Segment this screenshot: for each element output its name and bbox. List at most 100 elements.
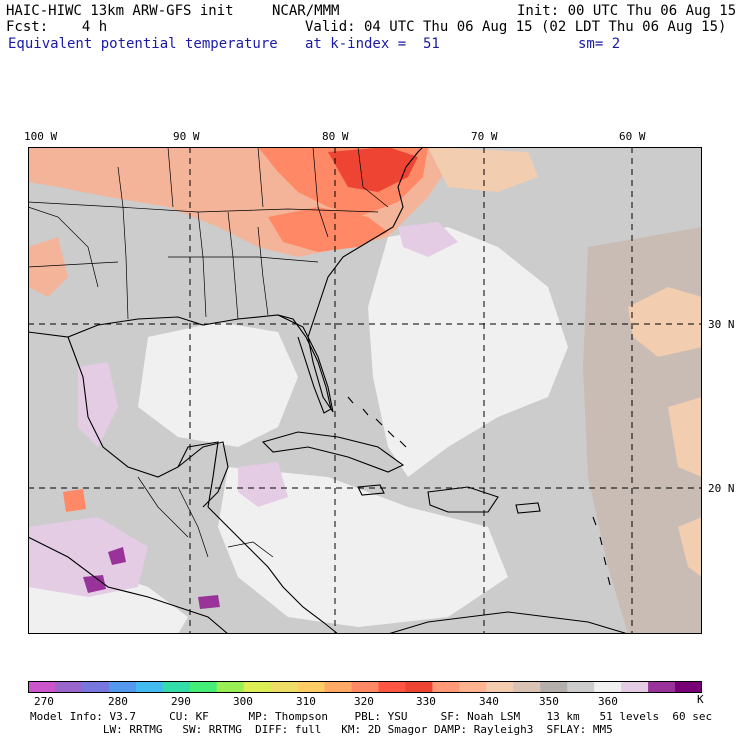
colorbar-swatch bbox=[28, 681, 56, 693]
border-9 bbox=[257, 147, 264, 208]
colorbar-swatch bbox=[108, 681, 137, 693]
colorbar-swatch bbox=[432, 681, 460, 693]
magenta-patch-pacific-1 bbox=[83, 575, 106, 593]
level-label: at k-index = 51 bbox=[305, 36, 440, 52]
colorbar-swatch bbox=[216, 681, 245, 693]
colorbar-swatch bbox=[297, 681, 326, 693]
lon-label-80w: 80 W bbox=[322, 130, 349, 143]
purple-patch-off-carolina bbox=[398, 222, 458, 257]
magenta-patch-pacific-2 bbox=[108, 547, 126, 565]
border-8 bbox=[167, 147, 174, 208]
init-time: Init: 00 UTC Thu 06 Aug 15 bbox=[517, 3, 737, 19]
light-ocean-region bbox=[368, 227, 568, 477]
lon-label-90w: 90 W bbox=[173, 130, 200, 143]
light-caribbean-region bbox=[218, 467, 508, 627]
colorbar bbox=[28, 681, 702, 693]
footer-model-info: Model Info: V3.7 CU: KF MP: Thompson PBL… bbox=[30, 710, 713, 723]
border-10 bbox=[312, 147, 329, 238]
colorbar-swatch bbox=[378, 681, 406, 693]
hot-carolinas bbox=[268, 207, 388, 252]
map-panel bbox=[28, 147, 702, 634]
florida-coast bbox=[277, 314, 332, 414]
colorbar-tick-270: 270 bbox=[34, 695, 54, 708]
border-15 bbox=[227, 541, 274, 558]
border-11 bbox=[357, 147, 389, 208]
lat-label-30n: 30 N bbox=[708, 318, 735, 331]
colorbar-swatch bbox=[621, 681, 649, 693]
colorbar-swatch bbox=[324, 681, 353, 693]
pacific-coast bbox=[28, 536, 229, 634]
jamaica-outline bbox=[357, 484, 385, 496]
purple-patch-gulf bbox=[78, 362, 118, 447]
hottest-core bbox=[328, 147, 418, 192]
footer-physics-info: LW: RRTMG SW: RRTMG DIFF: full KM: 2D Sm… bbox=[30, 723, 613, 736]
colorbar-tick-320: 320 bbox=[354, 695, 374, 708]
border-12 bbox=[28, 206, 99, 288]
magenta-patch-pacific-3 bbox=[198, 595, 220, 609]
south-america-coast bbox=[387, 611, 629, 634]
field-name: Equivalent potential temperature bbox=[8, 36, 278, 52]
mexico-gulf-coast bbox=[67, 336, 219, 508]
colorbar-tick-330: 330 bbox=[416, 695, 436, 708]
lat-label-20n: 20 N bbox=[708, 482, 735, 495]
light-gulf-region bbox=[138, 322, 298, 447]
colorbar-frame bbox=[28, 681, 702, 693]
peach-patch-east-1 bbox=[628, 287, 702, 357]
coastlines bbox=[28, 147, 629, 634]
border-7 bbox=[28, 261, 119, 268]
colorbar-tick-290: 290 bbox=[171, 695, 191, 708]
colorbar-swatch bbox=[675, 681, 702, 693]
puerto-rico-outline bbox=[515, 502, 541, 514]
lesser-antilles bbox=[592, 516, 611, 586]
colorbar-swatch bbox=[81, 681, 110, 693]
warm-west-patch bbox=[28, 237, 68, 297]
colorbar-tick-300: 300 bbox=[233, 695, 253, 708]
yucatan-coast bbox=[177, 441, 229, 508]
colorbar-swatch bbox=[513, 681, 541, 693]
valid-time: Valid: 04 UTC Thu 06 Aug 15 (02 LDT Thu … bbox=[305, 19, 727, 35]
purple-patch-yucatan bbox=[238, 462, 288, 507]
colorbar-tick-280: 280 bbox=[108, 695, 128, 708]
us-coastline bbox=[28, 147, 424, 413]
border-2 bbox=[117, 166, 129, 320]
colorbar-unit: K bbox=[697, 693, 704, 706]
colorbar-tick-340: 340 bbox=[479, 695, 499, 708]
border-5 bbox=[257, 226, 269, 316]
colorbar-swatch bbox=[405, 681, 433, 693]
lon-label-100w: 100 W bbox=[24, 130, 58, 143]
colorbar-swatch bbox=[270, 681, 299, 693]
border-14 bbox=[137, 476, 189, 538]
colorbar-swatch bbox=[567, 681, 595, 693]
smoothing-label: sm= 2 bbox=[578, 36, 621, 52]
border-13 bbox=[177, 486, 209, 558]
model-title: HAIC-HIWC 13km ARW-GFS init bbox=[6, 3, 234, 19]
peach-patch-east-3 bbox=[678, 517, 702, 577]
colorbar-swatch bbox=[594, 681, 622, 693]
colorbar-swatch bbox=[648, 681, 676, 693]
central-america-coast bbox=[207, 506, 339, 634]
colorbar-swatch bbox=[243, 681, 272, 693]
colorbar-swatch bbox=[459, 681, 487, 693]
lon-label-70w: 70 W bbox=[471, 130, 498, 143]
colorbar-swatch bbox=[135, 681, 164, 693]
warm-mexico-patch bbox=[63, 489, 86, 512]
colorbar-tick-310: 310 bbox=[296, 695, 316, 708]
colorbar-swatch bbox=[351, 681, 379, 693]
colorbar-swatch bbox=[189, 681, 218, 693]
lat-lon-grid bbox=[28, 147, 702, 634]
political-borders bbox=[28, 147, 389, 558]
colorbar-tick-360: 360 bbox=[598, 695, 618, 708]
cuba-outline bbox=[261, 431, 405, 473]
border-6 bbox=[168, 256, 319, 263]
bahamas-islands bbox=[347, 396, 407, 448]
lon-label-60w: 60 W bbox=[619, 130, 646, 143]
colorbar-swatch bbox=[54, 681, 83, 693]
colorbar-swatch bbox=[162, 681, 191, 693]
forecast-hour: Fcst: 4 h bbox=[6, 19, 108, 35]
peach-patch-east-2 bbox=[668, 397, 702, 477]
warm-atlantic-patch bbox=[428, 147, 538, 192]
colorbar-swatch bbox=[486, 681, 514, 693]
map-frame bbox=[28, 147, 702, 634]
purple-patch-pacific bbox=[28, 517, 148, 597]
hispaniola-outline bbox=[427, 486, 499, 513]
